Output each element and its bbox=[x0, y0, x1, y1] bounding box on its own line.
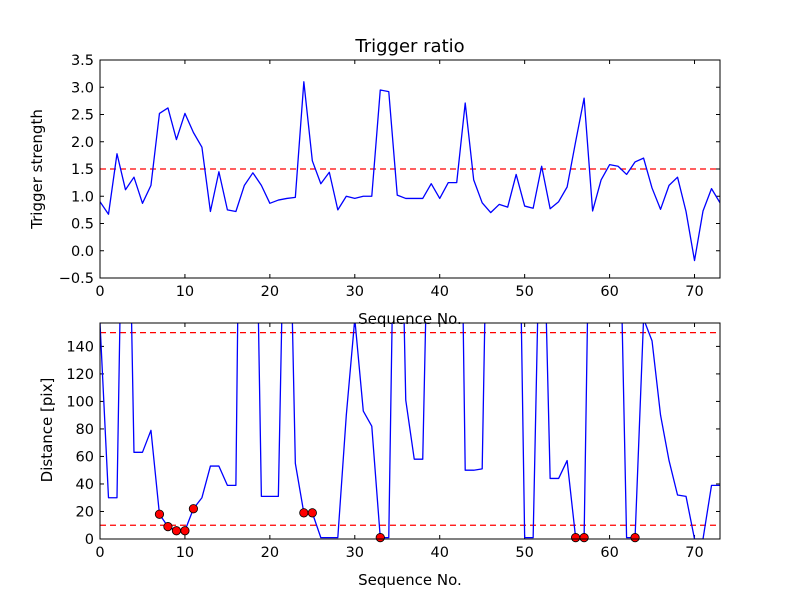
bottom-data-point-marker bbox=[630, 533, 640, 543]
bottom-data-point-marker bbox=[579, 533, 589, 543]
bottom-y-tick-label: 120 bbox=[66, 367, 94, 383]
bottom-data-point-marker bbox=[180, 526, 190, 536]
bottom-x-tick-label: 20 bbox=[261, 545, 279, 561]
bottom-data-point-marker bbox=[571, 533, 581, 543]
top-x-tick-label: 50 bbox=[515, 284, 533, 300]
bottom-y-tick-label: 60 bbox=[76, 449, 94, 465]
bottom-y-tick-label: 0 bbox=[85, 532, 94, 548]
top-x-tick-label: 30 bbox=[346, 284, 364, 300]
bottom-y-tick-label: 40 bbox=[76, 477, 94, 493]
bottom-x-tick-label: 70 bbox=[685, 545, 703, 561]
top-x-tick-label: 0 bbox=[95, 284, 104, 300]
top-y-tick-label: 0.5 bbox=[71, 217, 94, 233]
bottom-x-tick-label: 60 bbox=[600, 545, 618, 561]
bottom-data-point-marker bbox=[154, 509, 165, 519]
top-y-tick-label: 2.5 bbox=[71, 108, 94, 124]
bottom-x-tick-label: 30 bbox=[346, 545, 364, 561]
bottom-x-tick-label: 0 bbox=[95, 545, 104, 561]
top-y-tick-label: 3.0 bbox=[71, 80, 94, 96]
bottom-y-tick-label: 140 bbox=[66, 339, 94, 355]
bottom-plot-frame bbox=[99, 322, 721, 540]
top-x-tick-label: 20 bbox=[261, 284, 279, 300]
bottom-data-point-marker bbox=[163, 522, 173, 532]
bottom-x-tick-label: 40 bbox=[430, 545, 448, 561]
chart-title: Trigger ratio bbox=[354, 36, 464, 57]
bottom-x-tick-label: 50 bbox=[515, 545, 533, 561]
top-y-tick-label: 1.5 bbox=[71, 162, 94, 178]
bottom-data-point-marker bbox=[299, 508, 309, 518]
top-x-tick-label: 60 bbox=[600, 284, 618, 300]
bottom-y-tick-label: 100 bbox=[66, 394, 94, 410]
bottom-data-point-marker bbox=[188, 504, 199, 514]
distance-plot: Distance [pix] Sequence No. 0 10 20 30 40 50 6… bbox=[38, 322, 721, 589]
top-y-tick-label: 2.0 bbox=[71, 135, 94, 151]
top-series-line bbox=[100, 81, 720, 262]
trigger-ratio-plot: Trigger ratio Trigger strength Sequence … bbox=[28, 36, 721, 328]
top-y-tick-label: −0.5 bbox=[59, 271, 94, 287]
bottom-series-line bbox=[100, 323, 720, 539]
top-y-axis-label: Trigger strength bbox=[28, 109, 46, 230]
bottom-data-point-marker bbox=[171, 526, 182, 536]
top-y-tick-label: 0.0 bbox=[71, 244, 94, 260]
bottom-x-tick-label: 10 bbox=[176, 545, 194, 561]
top-y-tick-label: 3.5 bbox=[71, 53, 94, 69]
top-x-tick-label: 40 bbox=[430, 284, 448, 300]
top-y-tick-label: 1.0 bbox=[71, 189, 94, 205]
bottom-y-axis-label: Distance [pix] bbox=[38, 378, 56, 483]
bottom-y-tick-label: 20 bbox=[76, 504, 94, 520]
bottom-y-tick-label: 80 bbox=[76, 422, 94, 438]
top-plot-frame bbox=[99, 59, 721, 279]
top-x-tick-label: 70 bbox=[685, 284, 703, 300]
bottom-x-axis-label: Sequence No. bbox=[358, 571, 462, 589]
top-x-tick-label: 10 bbox=[176, 284, 194, 300]
bottom-data-point-marker bbox=[375, 533, 385, 543]
bottom-data-point-marker bbox=[307, 508, 317, 518]
top-x-axis-label: Sequence No. bbox=[358, 310, 462, 328]
